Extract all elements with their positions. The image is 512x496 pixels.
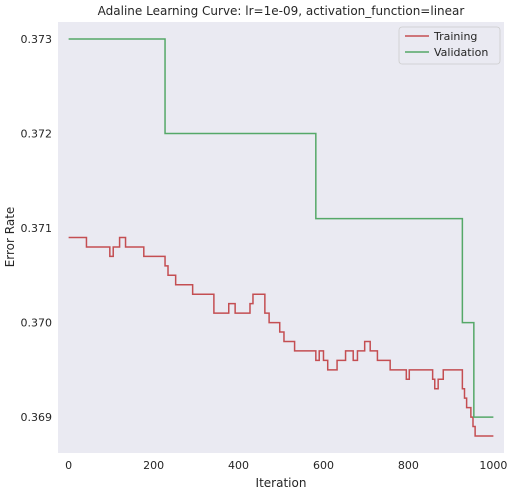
y-tick-label: 0.373 xyxy=(21,33,53,46)
x-tick-label: 1000 xyxy=(479,459,507,472)
x-axis-title: Iteration xyxy=(256,476,307,490)
y-tick-label: 0.371 xyxy=(21,222,53,235)
legend: Training Validation xyxy=(398,26,501,65)
plot-background xyxy=(58,22,504,453)
x-axis-ticks: 0 200 400 600 800 1000 xyxy=(65,459,507,472)
x-tick-label: 400 xyxy=(228,459,249,472)
x-tick-label: 200 xyxy=(143,459,164,472)
y-tick-label: 0.370 xyxy=(21,317,53,330)
y-tick-label: 0.369 xyxy=(21,411,53,424)
series-line-training xyxy=(68,236,494,437)
chart-title: Adaline Learning Curve: lr=1e-09, activa… xyxy=(98,4,465,18)
legend-label-validation: Validation xyxy=(434,46,488,59)
y-tick-label: 0.372 xyxy=(21,128,53,141)
series-line-validation xyxy=(68,38,494,418)
y-axis-ticks: 0.369 0.370 0.371 0.372 0.373 xyxy=(21,33,53,424)
x-tick-label: 0 xyxy=(65,459,72,472)
x-tick-label: 600 xyxy=(313,459,334,472)
x-tick-label: 800 xyxy=(398,459,419,472)
series-layer xyxy=(68,38,494,437)
y-axis-title: Error Rate xyxy=(3,207,17,268)
legend-label-training: Training xyxy=(433,30,477,43)
